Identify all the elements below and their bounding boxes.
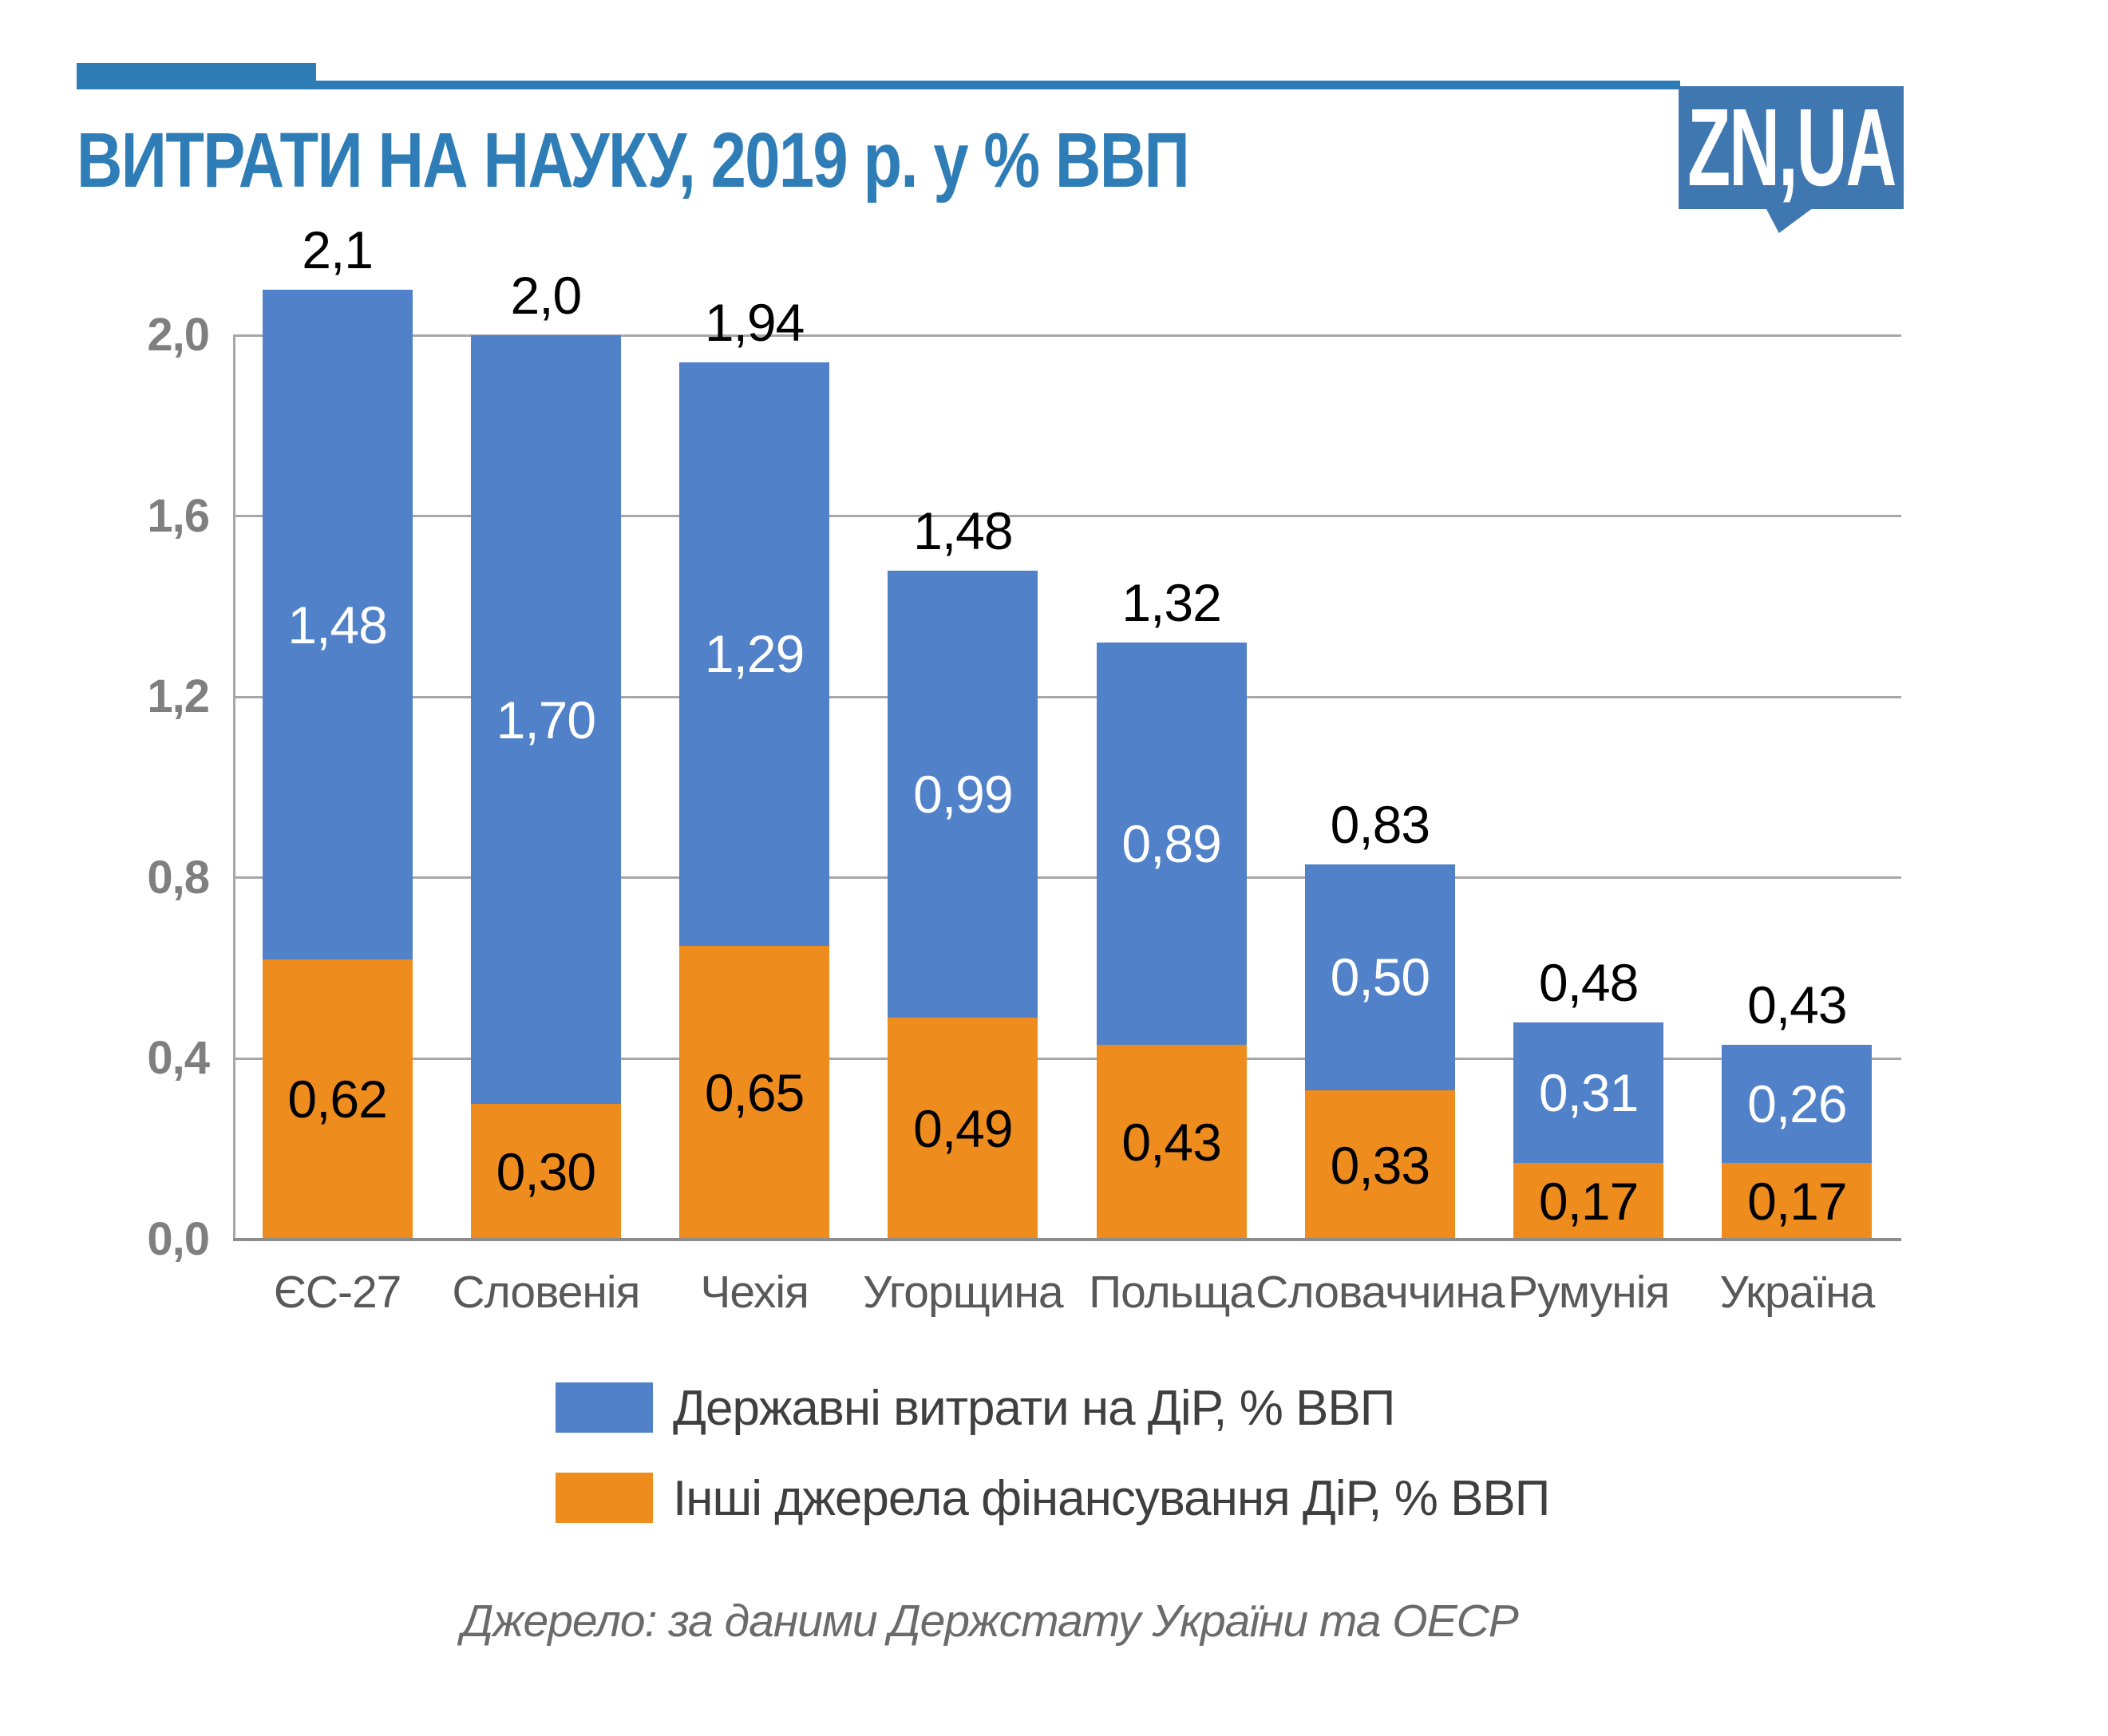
bar-segment-state <box>679 362 830 946</box>
header-accent-bar <box>77 63 316 89</box>
legend-swatch-other-orange <box>556 1473 653 1523</box>
bar-segment-state <box>262 290 413 959</box>
bar-segment-other <box>262 959 413 1240</box>
gridline <box>233 334 1901 337</box>
y-axis-tick-label: 0,8 <box>147 851 210 904</box>
bar-value-label-state: 0,31 <box>1538 1062 1639 1122</box>
bar-value-label-state: 0,99 <box>913 764 1013 824</box>
y-axis-line <box>233 335 235 1240</box>
y-axis-tick-label: 1,2 <box>147 670 210 723</box>
bar-total-label: 0,48 <box>1538 953 1639 1013</box>
source-note: Джерело: за даними Держстату України та … <box>461 1596 1519 1647</box>
gridline <box>233 1057 1901 1060</box>
x-axis-line <box>233 1238 1901 1241</box>
bar-total-label: 1,48 <box>913 500 1013 560</box>
legend-swatch-state-blue <box>556 1382 653 1433</box>
bar-total-label: 2,0 <box>510 266 583 325</box>
category-label: ЄС-27 <box>273 1267 402 1318</box>
bar-value-label-other: 0,17 <box>1538 1171 1639 1231</box>
legend-label-other: Інші джерела фінансування ДіР, % ВВП <box>673 1471 1550 1526</box>
y-axis-tick-label: 0,0 <box>147 1213 210 1265</box>
bar-value-label-other: 0,49 <box>913 1099 1013 1159</box>
bar-total-label: 1,32 <box>1121 573 1221 633</box>
y-axis-tick-label: 0,4 <box>147 1032 210 1085</box>
bar-segment-state <box>1304 864 1455 1091</box>
y-axis-tick-label: 1,6 <box>147 489 210 542</box>
bar-value-label-other: 0,33 <box>1330 1135 1430 1195</box>
znua-logo-text: ZN,UA <box>1687 86 1896 209</box>
bar-segment-other <box>888 1018 1038 1240</box>
gridline <box>233 695 1901 698</box>
bar-segment-state <box>888 570 1038 1018</box>
legend-label-state: Державні витрати на ДіР, % ВВП <box>673 1381 1395 1436</box>
gridline <box>233 876 1901 880</box>
bar-value-label-other: 0,62 <box>287 1070 387 1129</box>
bar-value-label-other: 0,43 <box>1121 1113 1221 1172</box>
bar-value-label-state: 1,29 <box>704 624 805 684</box>
bar-total-label: 2,1 <box>302 220 374 280</box>
bar-segment-other <box>679 945 830 1240</box>
bar-total-label: 0,43 <box>1747 975 1847 1035</box>
category-label: Чехія <box>700 1267 809 1318</box>
znua-logo: ZN,UA <box>1679 86 1904 209</box>
y-axis-tick-label: 2,0 <box>147 309 210 361</box>
bar-value-label-other: 0,65 <box>704 1062 805 1122</box>
bar-segment-state <box>1096 643 1247 1046</box>
category-label: Словенія <box>452 1267 640 1318</box>
header-accent-line <box>316 81 1680 89</box>
bar-segment-state <box>1722 1045 1873 1163</box>
category-label: Угорщина <box>863 1267 1064 1318</box>
bar-value-label-state: 1,48 <box>287 595 387 654</box>
page-title: ВИТРАТИ НА НАУКУ, 2019 р. у % ВВП <box>77 117 1190 204</box>
bar-value-label-other: 0,30 <box>496 1142 596 1202</box>
bar-total-label: 1,94 <box>704 292 805 352</box>
category-label: Україна <box>1719 1267 1875 1318</box>
gridline <box>233 515 1901 518</box>
bar-segment-other <box>470 1104 621 1240</box>
category-label: Словаччина <box>1256 1267 1505 1318</box>
bar-value-label-state: 0,89 <box>1121 814 1221 874</box>
bar-value-label-state: 1,70 <box>496 690 596 749</box>
bar-segment-state <box>1513 1022 1664 1163</box>
category-label: Румунія <box>1508 1267 1670 1318</box>
bar-value-label-state: 0,26 <box>1747 1074 1847 1134</box>
bar-segment-other <box>1722 1162 1873 1240</box>
bar-total-label: 0,83 <box>1330 794 1430 854</box>
bar-value-label-other: 0,17 <box>1747 1171 1847 1231</box>
category-label: Польща <box>1089 1267 1255 1318</box>
bar-segment-other <box>1304 1090 1455 1240</box>
bar-segment-state <box>470 335 621 1105</box>
bar-segment-other <box>1513 1162 1664 1240</box>
bar-value-label-state: 0,50 <box>1330 947 1430 1007</box>
bar-segment-other <box>1096 1045 1247 1240</box>
